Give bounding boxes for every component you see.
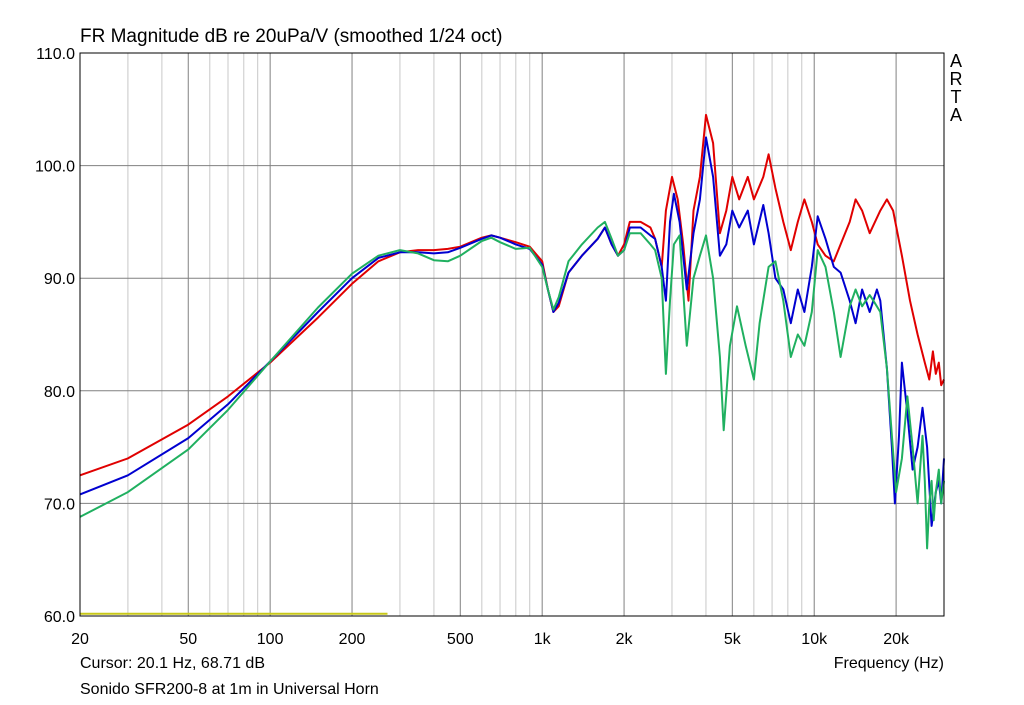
x-tick-label: 100 xyxy=(257,631,284,648)
minor-gridlines xyxy=(127,53,803,616)
x-tick-label: 10k xyxy=(801,631,828,648)
y-tick-label: 100.0 xyxy=(35,159,75,176)
x-tick-label: 500 xyxy=(447,631,474,648)
series-line-3 xyxy=(79,220,945,550)
x-tick-label: 20k xyxy=(883,631,910,648)
chart-title: FR Magnitude dB re 20uPa/V (smoothed 1/2… xyxy=(80,26,503,47)
y-tick-label: 70.0 xyxy=(44,496,75,513)
x-tick-label: 20 xyxy=(71,631,89,648)
cursor-readout: Cursor: 20.1 Hz, 68.71 dB xyxy=(80,655,265,672)
major-gridlines xyxy=(80,53,944,616)
y-tick-labels: 60.0 70.0 80.0 90.0 100.0 110.0 xyxy=(35,46,75,626)
y-tick-label: 90.0 xyxy=(44,271,75,288)
y-tick-label: 60.0 xyxy=(44,609,75,626)
y-tick-label: 110.0 xyxy=(36,46,75,63)
x-tick-label: 200 xyxy=(339,631,366,648)
arta-logo-text: A R T A xyxy=(949,51,963,125)
response-curves xyxy=(79,113,945,615)
x-tick-label: 50 xyxy=(179,631,197,648)
measurement-caption: Sonido SFR200-8 at 1m in Universal Horn xyxy=(80,681,379,698)
plot-frame xyxy=(79,52,945,617)
x-tick-labels: 20 50 100 200 500 1k 2k 5k 10k 20k xyxy=(71,631,910,648)
x-tick-label: 2k xyxy=(616,631,634,648)
x-tick-label: 5k xyxy=(724,631,742,648)
x-axis-label: Frequency (Hz) xyxy=(833,655,944,672)
y-tick-label: 80.0 xyxy=(44,384,75,401)
x-tick-label: 1k xyxy=(534,631,552,648)
